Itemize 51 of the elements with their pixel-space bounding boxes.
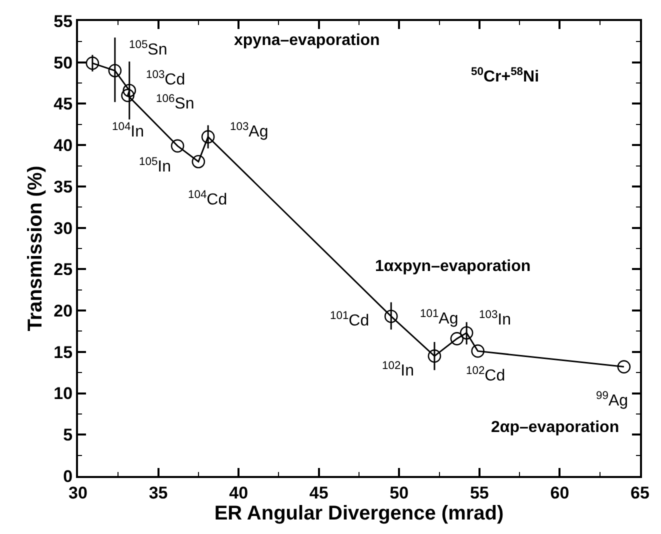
point [108, 64, 122, 78]
annotation: $^{101}$Cd [330, 310, 370, 330]
point [617, 360, 631, 374]
annotation: $^{102}$In [382, 360, 414, 380]
point [384, 310, 398, 323]
point [428, 349, 442, 363]
annotation: $^{106}$Sn [156, 93, 194, 113]
y-tick-label: 55 [54, 12, 73, 31]
y-tick-label: 30 [54, 218, 73, 238]
y-tick-label: 10 [54, 384, 73, 404]
point [192, 154, 206, 168]
x-tick-label: 60 [550, 483, 570, 502]
annotation: $^{104}$Cd [188, 189, 228, 209]
annotation: $^{99}$Ag [596, 390, 628, 410]
x-tick-label: 45 [309, 483, 328, 502]
point [471, 344, 484, 358]
annotation: 1αxpyn–evaporation [375, 258, 531, 275]
y-tick-label: 25 [54, 260, 73, 280]
point [460, 326, 474, 340]
annotation: $^{105}$In [139, 156, 172, 176]
y-tick-label: 5 [63, 426, 73, 445]
y-tick-label: 50 [54, 53, 73, 72]
annotation: $^{103}$Cd [146, 69, 186, 89]
annotation: $^{101}$Ag [420, 308, 458, 328]
point [122, 84, 136, 98]
annotation: $^{105}$Sn [129, 39, 168, 59]
x-tick-label: 50 [390, 483, 409, 502]
y-tick-label: 0 [63, 466, 73, 486]
point [170, 139, 184, 153]
x-tick-label: 65 [630, 483, 650, 502]
x-tick-label: 40 [229, 483, 248, 502]
y-tick-label: 15 [54, 342, 73, 362]
y-tick-label: 35 [54, 177, 73, 196]
y-tick-label: 40 [54, 136, 73, 156]
x-tick-label: 55 [470, 483, 489, 502]
y-tick-label: 45 [54, 94, 73, 114]
y-tick-label: 20 [54, 302, 73, 320]
point [450, 332, 464, 346]
x-axis-title: ER Angular Divergence (mrad) [214, 502, 504, 524]
annotation: $^{102}$Cd [466, 365, 506, 385]
annotation: $^{103}$Ag [230, 121, 268, 141]
point [201, 130, 215, 144]
y-axis-title: Transmission (%) [24, 166, 47, 332]
annotation: xpyna–evaporation [234, 32, 380, 49]
annotation: $^{103}$In [479, 309, 512, 329]
annotation: $^{104}$In [112, 121, 144, 141]
x-tick-label: 35 [148, 483, 168, 502]
point [121, 88, 134, 102]
point [86, 56, 100, 70]
annotation: $^{50}$Cr+$^{58}$Ni [471, 66, 540, 86]
annotation: 2αp–evaporation [491, 419, 620, 436]
